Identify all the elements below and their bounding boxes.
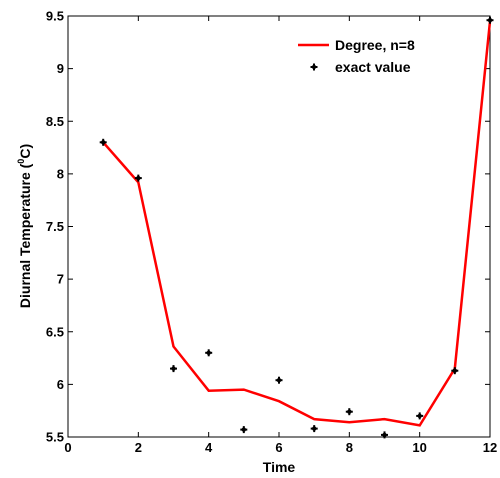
data-point-exact-value: [381, 431, 388, 439]
plot-area: 5.5 6 6.5 7 7.5 8 8.5 9 9.5 0 2 4 6 8 10 12: [46, 9, 497, 456]
data-point-exact-value: [275, 376, 283, 384]
x-tick-label: 2: [135, 440, 142, 455]
x-tick-label: 0: [64, 440, 71, 455]
x-tick-label: 10: [412, 440, 426, 455]
y-tick-label: 7: [57, 272, 64, 287]
y-tick-label: 8: [57, 166, 64, 181]
data-point-exact-value: [240, 426, 248, 434]
data-point-exact-value: [416, 412, 424, 420]
legend-marker-swatch: [310, 63, 318, 71]
data-point-exact-value: [486, 16, 494, 24]
y-tick-label: 7.5: [46, 219, 64, 234]
legend: Degree, n=8 exact value: [298, 37, 415, 75]
series-line-degree: [102, 21, 492, 427]
data-point-exact-value: [170, 365, 177, 373]
y-tick-label: 9.5: [46, 9, 64, 24]
data-point-exact-value: [310, 425, 318, 433]
plot-frame: [67, 15, 491, 438]
data-point-exact-value: [451, 367, 459, 375]
series-markers-exact-value: [99, 16, 494, 439]
y-tick-label: 5.5: [46, 430, 64, 445]
data-point-exact-value: [134, 174, 142, 182]
y-tick-label: 8.5: [46, 114, 64, 129]
legend-label-exact-value: exact value: [335, 59, 411, 75]
data-point-exact-value: [345, 408, 353, 416]
x-tick-label: 4: [205, 440, 213, 455]
y-tick-label: 6: [57, 377, 64, 392]
y-tick-label: 9: [57, 61, 64, 76]
x-tick-label: 6: [275, 440, 282, 455]
x-tick-label: 12: [483, 440, 497, 455]
x-axis-label: Time: [263, 459, 296, 475]
legend-label-degree: Degree, n=8: [335, 37, 415, 53]
x-tick-label: 8: [346, 440, 353, 455]
data-point-exact-value: [99, 138, 107, 146]
y-tick-label: 6.5: [46, 324, 64, 339]
x-axis-ticks: 0 2 4 6 8 10 12: [64, 16, 497, 455]
data-point-exact-value: [205, 349, 213, 357]
y-axis-label: Diurnal Temperature (0C): [16, 144, 33, 308]
